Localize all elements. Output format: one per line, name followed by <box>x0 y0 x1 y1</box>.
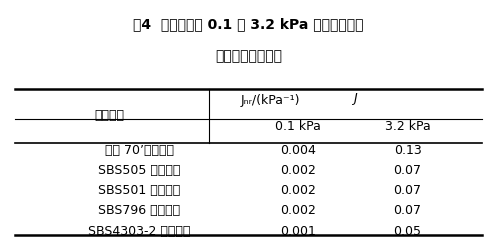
Text: 0.07: 0.07 <box>394 204 421 218</box>
Text: SBS796 改性沥青: SBS796 改性沥青 <box>98 204 180 218</box>
Text: 0.07: 0.07 <box>394 184 421 197</box>
Text: 0.002: 0.002 <box>280 184 316 197</box>
Text: 中海 70’道路沥青: 中海 70’道路沥青 <box>105 144 173 157</box>
Text: 0.05: 0.05 <box>394 224 421 238</box>
Text: SBS4303-2 改性沥青: SBS4303-2 改性沥青 <box>88 224 190 238</box>
Text: 3.2 kPa: 3.2 kPa <box>385 120 430 133</box>
Text: 0.004: 0.004 <box>280 144 316 157</box>
Text: 0.1 kPa: 0.1 kPa <box>275 120 321 133</box>
Text: 沥青类型: 沥青类型 <box>94 109 124 122</box>
Text: 0.13: 0.13 <box>394 144 421 157</box>
Text: 0.001: 0.001 <box>280 224 316 238</box>
Text: SBS505 改性沥青: SBS505 改性沥青 <box>98 164 180 177</box>
Text: SBS501 改性沥青: SBS501 改性沥青 <box>98 184 180 197</box>
Text: 不可恢复蠕变柔量: 不可恢复蠕变柔量 <box>215 49 282 63</box>
Text: 0.002: 0.002 <box>280 204 316 218</box>
Text: 0.07: 0.07 <box>394 164 421 177</box>
Text: 表4  各类沥青在 0.1 及 3.2 kPa 应力下的平均: 表4 各类沥青在 0.1 及 3.2 kPa 应力下的平均 <box>133 17 364 31</box>
Text: 0.002: 0.002 <box>280 164 316 177</box>
Text: J: J <box>353 92 357 105</box>
Text: Jₙᵣ/(kPa⁻¹): Jₙᵣ/(kPa⁻¹) <box>241 94 301 107</box>
